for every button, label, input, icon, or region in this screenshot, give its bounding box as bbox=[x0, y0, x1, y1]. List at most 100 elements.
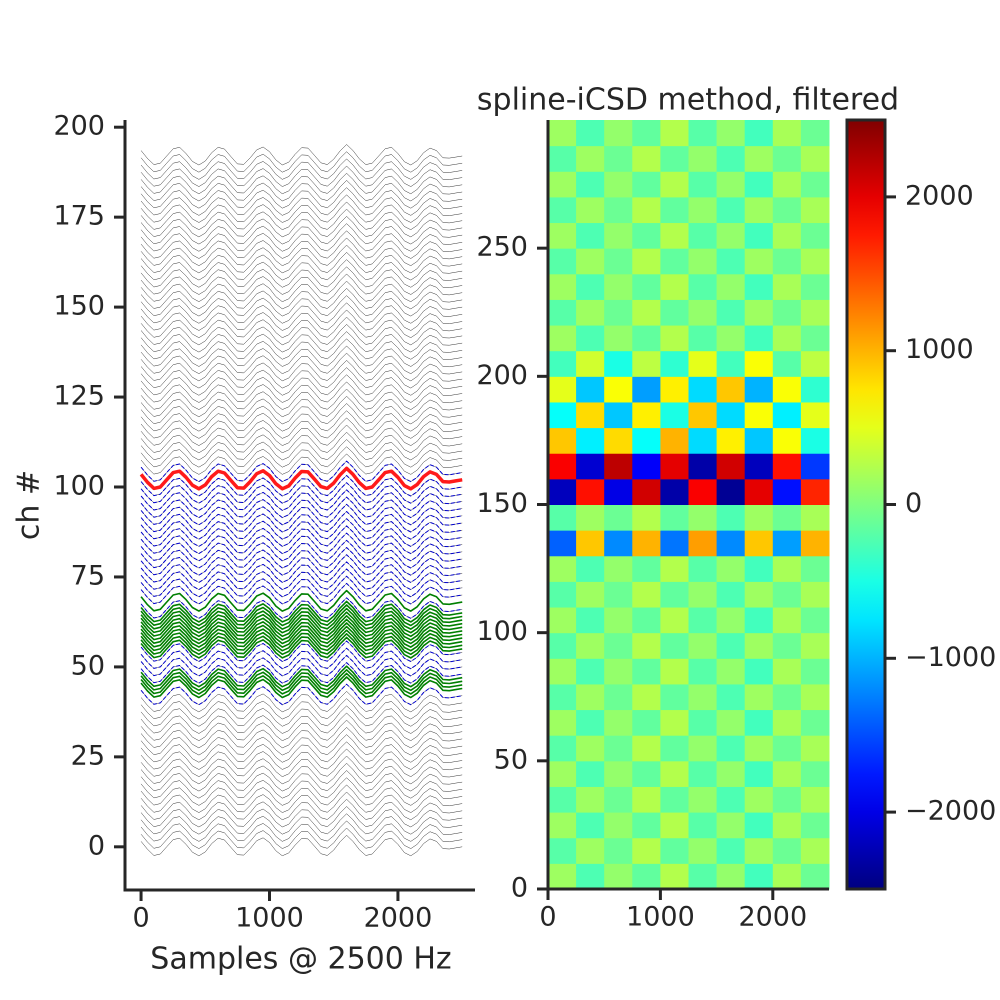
trace bbox=[140, 720, 463, 741]
heatmap-cell bbox=[688, 427, 718, 454]
heatmap-cell bbox=[660, 735, 689, 762]
heatmap-cell bbox=[576, 299, 605, 326]
trace bbox=[140, 331, 463, 353]
heatmap-cell bbox=[772, 683, 802, 711]
trace bbox=[140, 615, 463, 638]
heatmap-cell bbox=[548, 632, 577, 659]
heatmap-cell bbox=[660, 504, 689, 531]
trace bbox=[140, 600, 463, 623]
heatmap-cell bbox=[744, 120, 774, 147]
trace bbox=[140, 575, 463, 598]
heatmap-cell bbox=[688, 530, 718, 557]
heatmap-cell bbox=[800, 171, 830, 198]
heatmap-cell bbox=[716, 299, 746, 326]
trace bbox=[140, 180, 463, 202]
trace bbox=[140, 446, 463, 468]
heatmap-cell bbox=[772, 863, 802, 890]
heatmap-cell bbox=[688, 273, 718, 300]
heatmap-cell bbox=[688, 735, 718, 762]
heatmap-cell bbox=[576, 453, 605, 480]
trace bbox=[140, 345, 463, 367]
heatmap-cell bbox=[632, 863, 661, 890]
heatmap-cell bbox=[576, 222, 605, 249]
heatmap-cell bbox=[660, 248, 689, 275]
heatmap-cell bbox=[800, 299, 830, 326]
heatmap-cell bbox=[744, 530, 774, 557]
trace bbox=[140, 245, 463, 266]
heatmap-cell bbox=[688, 709, 718, 736]
trace bbox=[140, 367, 463, 389]
heatmap-cell bbox=[604, 581, 633, 608]
heatmap-cell bbox=[744, 478, 774, 505]
trace bbox=[140, 691, 463, 713]
trace bbox=[140, 813, 463, 835]
heatmap-cell bbox=[632, 478, 661, 505]
heatmap-cell bbox=[800, 145, 830, 172]
heatmap-cell bbox=[772, 325, 802, 352]
trace bbox=[140, 403, 463, 425]
heatmap-cell bbox=[548, 453, 577, 480]
trace bbox=[140, 496, 463, 519]
heatmap-cell bbox=[716, 837, 746, 864]
heatmap-cell bbox=[716, 607, 746, 634]
heatmap-cell bbox=[716, 735, 746, 762]
heatmap-cell bbox=[772, 427, 802, 454]
heatmap-cell bbox=[688, 325, 718, 352]
trace bbox=[140, 216, 463, 238]
heatmap-cell bbox=[632, 248, 661, 275]
trace bbox=[140, 791, 463, 813]
heatmap-cell bbox=[548, 145, 577, 172]
heatmap-cell bbox=[800, 683, 830, 711]
heatmap-cell bbox=[604, 478, 633, 505]
heatmap-cell bbox=[772, 607, 802, 634]
heatmap-cell bbox=[660, 863, 689, 890]
trace bbox=[140, 324, 463, 346]
trace bbox=[140, 511, 463, 533]
heatmap-cell bbox=[716, 248, 746, 275]
heatmap-cell bbox=[800, 376, 830, 403]
heatmap-cell bbox=[800, 478, 830, 505]
heatmap-cell bbox=[632, 632, 661, 659]
heatmap-cell bbox=[576, 401, 605, 429]
heatmap-cell bbox=[548, 376, 577, 403]
heatmap-cell bbox=[800, 658, 830, 685]
heatmap-cell bbox=[548, 683, 577, 711]
heatmap-cell bbox=[604, 632, 633, 659]
trace bbox=[140, 288, 463, 310]
heatmap-cell bbox=[744, 555, 774, 582]
trace bbox=[140, 266, 463, 288]
heatmap-cell bbox=[660, 478, 689, 505]
heatmap-cell bbox=[688, 453, 718, 480]
heatmap-cell bbox=[604, 376, 633, 403]
heatmap-cell bbox=[688, 555, 718, 582]
heatmap-cell bbox=[716, 120, 746, 147]
heatmap-cell bbox=[800, 504, 830, 531]
x-tick-label: 1000 bbox=[235, 903, 304, 934]
trace bbox=[140, 712, 463, 734]
trace bbox=[140, 625, 463, 648]
heatmap-cell bbox=[800, 273, 830, 300]
heatmap-cell bbox=[548, 325, 577, 352]
trace bbox=[140, 568, 463, 591]
heatmap-cell bbox=[632, 427, 661, 454]
y-tick-label: 50 bbox=[494, 744, 528, 775]
heatmap-cell bbox=[772, 786, 802, 813]
heatmap-cell bbox=[716, 222, 746, 249]
heatmap-cell bbox=[604, 196, 633, 224]
trace bbox=[140, 683, 463, 706]
y-tick-label: 175 bbox=[53, 201, 105, 232]
heatmap-cell bbox=[800, 607, 830, 634]
heatmap-cell bbox=[576, 325, 605, 352]
y-axis-label: ch # bbox=[12, 470, 47, 540]
heatmap-cell bbox=[660, 222, 689, 249]
heatmap-cell bbox=[604, 658, 633, 685]
heatmap-cell bbox=[604, 786, 633, 813]
heatmap-cell bbox=[576, 273, 605, 300]
heatmap-cell bbox=[632, 350, 661, 377]
heatmap-cell bbox=[688, 786, 718, 813]
heatmap-cell bbox=[800, 427, 830, 454]
heatmap-cell bbox=[548, 735, 577, 762]
heatmap-cell bbox=[744, 453, 774, 480]
trace bbox=[140, 622, 463, 645]
heatmap-cell bbox=[604, 401, 633, 429]
